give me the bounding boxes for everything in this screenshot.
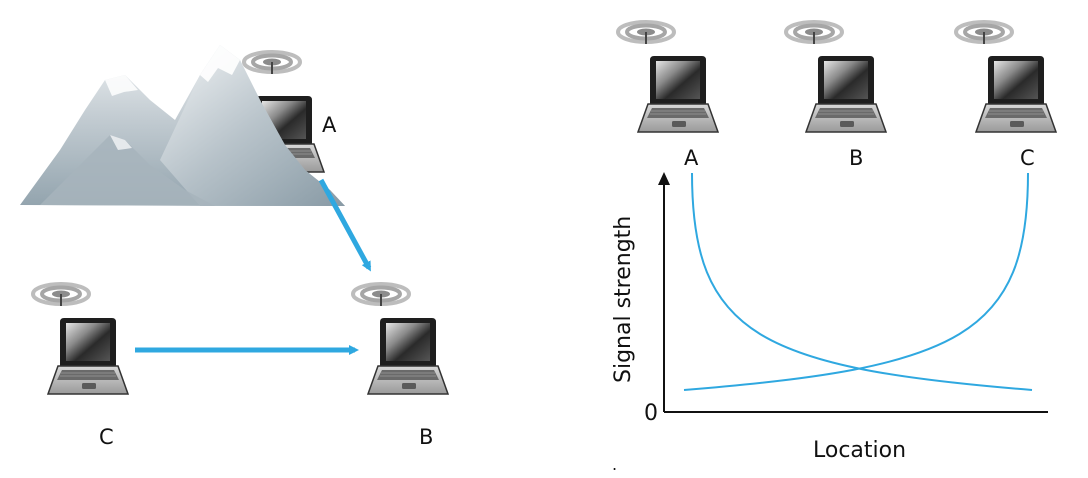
antenna-icon (31, 282, 91, 308)
laptop-icon (975, 55, 1057, 133)
laptop-b-right (784, 20, 887, 133)
signal-curve-c (683, 172, 1029, 391)
signal-curve-a (691, 172, 1033, 391)
antenna-icon (351, 282, 411, 308)
signal-chart: 0 Signal strength Location (611, 172, 1048, 463)
laptop-icon (367, 317, 449, 395)
node-label-c-left: C (99, 425, 114, 449)
footnote-mark: . (612, 455, 617, 474)
antenna-icon (616, 20, 676, 46)
arrow-icon-a-to-b (318, 178, 372, 272)
node-label-a-left: A (322, 113, 337, 137)
x-axis-label: Location (813, 438, 906, 463)
laptop-icon (637, 55, 719, 133)
antenna-icon (242, 50, 302, 76)
node-label-b-left: B (419, 425, 433, 449)
left-panel: A C B (20, 45, 449, 449)
laptop-icon (805, 55, 887, 133)
y-axis-arrowhead (658, 172, 670, 185)
right-panel: A B C 0 Signal strength Location . (611, 20, 1057, 474)
laptop-c-right (954, 20, 1057, 133)
y-origin-label: 0 (644, 401, 658, 426)
laptop-c-left (31, 282, 129, 395)
laptop-icon (47, 317, 129, 395)
mountain-icon (20, 45, 345, 206)
node-label-b-right: B (849, 146, 863, 170)
node-label-c-right: C (1020, 146, 1035, 170)
y-axis-label: Signal strength (611, 216, 636, 383)
laptop-a-right (616, 20, 719, 133)
antenna-icon (784, 20, 844, 46)
node-label-a-right: A (684, 146, 699, 170)
antenna-icon (954, 20, 1014, 46)
laptop-b-left (351, 282, 449, 395)
